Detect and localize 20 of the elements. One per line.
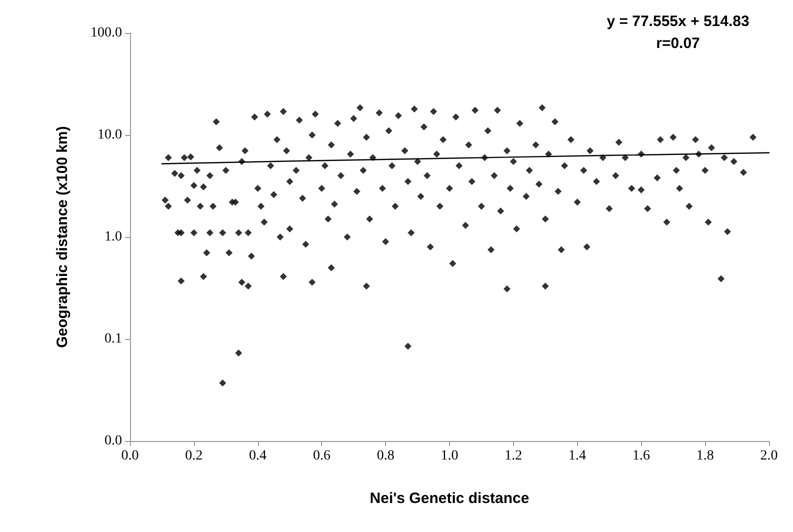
x-tick-label: 1.0 (440, 448, 458, 464)
x-tick-label: 1.8 (696, 448, 714, 464)
x-tick-label: 2.0 (760, 448, 778, 464)
text: y = 77.555x + 514.83 (606, 13, 750, 30)
y-tick-label: 10.0 (98, 128, 122, 142)
x-tick-label: 0.6 (312, 448, 330, 464)
y-tick-label: 1.0 (104, 230, 122, 244)
x-tick-label: 0.4 (249, 448, 267, 464)
annotation: r=0.07 (656, 35, 700, 52)
y-tick-label: 0.0 (104, 434, 122, 448)
x-tick-label: 1.2 (504, 448, 522, 464)
x-tick-label: 0.8 (376, 448, 394, 464)
x-tick-label: 1.6 (632, 448, 650, 464)
y-tick-label: 100.0 (90, 26, 122, 40)
x-axis-title: Nei's Genetic distance (370, 490, 530, 507)
y-tick-label: 0.1 (104, 332, 122, 346)
x-tick-label: 1.4 (568, 448, 586, 464)
x-tick-label: 0.0 (121, 448, 139, 464)
x-tick-label: 0.2 (185, 448, 203, 464)
y-axis-title: Geographic distance (x100 km) (54, 126, 71, 348)
